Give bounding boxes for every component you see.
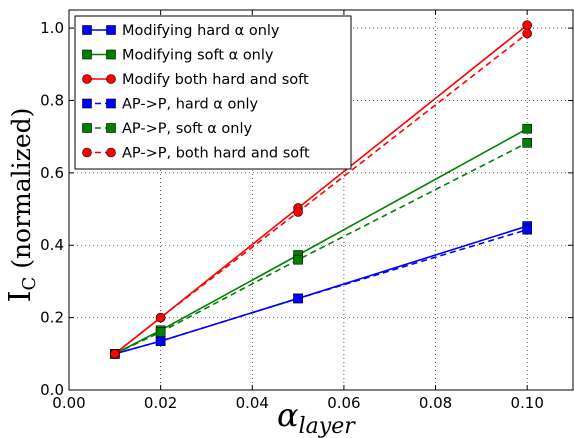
legend-label: Modify both hard and soft (122, 72, 309, 88)
legend-marker (82, 74, 92, 84)
x-axis-title-main: α (277, 396, 299, 434)
y-tick-label: 0.8 (40, 91, 64, 109)
legend-marker (82, 98, 92, 109)
series-5 (110, 28, 532, 359)
legend-entry: Modifying hard α only (82, 23, 280, 39)
data-point (155, 312, 166, 323)
legend-marker (106, 74, 116, 84)
axis-ticks: 0.00 0.02 0.04 0.06 0.08 0.10 0.0 0.2 0.4 0.6 0.8 1… (40, 10, 573, 412)
y-tick-label: 0.6 (40, 164, 64, 182)
series-line (114, 228, 528, 355)
legend-label: Modifying hard α only (122, 23, 280, 39)
legend-entry: Modify both hard and soft (82, 72, 309, 88)
legend-label: AP->P, hard α only (122, 97, 259, 113)
legend-marker (82, 147, 92, 158)
data-point (522, 20, 532, 31)
y-axis-title-suffix: (normalized) (7, 108, 36, 277)
legend-marker (106, 98, 116, 109)
legend-marker (82, 49, 92, 60)
data-point (522, 224, 532, 235)
x-axis-title-subscript: layer (299, 414, 357, 438)
series-layer (110, 20, 532, 359)
legend-marker (106, 25, 116, 35)
data-point (155, 327, 166, 337)
data-point (522, 138, 532, 148)
data-point (293, 254, 303, 265)
legend-label: AP->P, both hard and soft (122, 146, 310, 162)
series-line (114, 24, 528, 355)
legend-entry: AP->P, soft α only (82, 121, 253, 137)
series-line (114, 142, 528, 355)
y-axis-title-main: I (3, 291, 38, 303)
series-line (114, 32, 528, 355)
y-axis-title-subscript: C (19, 277, 40, 291)
legend-marker (106, 147, 116, 158)
x-axis-title: αlayer (277, 396, 356, 438)
data-point (293, 293, 303, 304)
data-point (110, 349, 120, 359)
series-4 (110, 138, 532, 359)
data-point (155, 336, 166, 346)
legend-marker (82, 25, 92, 35)
data-point (522, 123, 532, 134)
legend-label: AP->P, soft α only (122, 121, 253, 137)
legend-frame (74, 15, 352, 170)
data-point (293, 207, 303, 217)
plot-frame (68, 9, 574, 391)
y-tick-label: 0.2 (40, 309, 64, 327)
legend: Modifying hard α only Modifying soft α on… (74, 15, 352, 170)
legend-marker (106, 123, 116, 133)
x-tick-label: 0.10 (510, 394, 543, 412)
x-tick-label: 0.02 (144, 394, 177, 412)
x-tick-label: 0.06 (327, 394, 360, 412)
legend-label: Modifying soft α only (122, 48, 274, 64)
y-tick-label: 0.0 (40, 381, 64, 399)
x-tick-label: 0.00 (52, 394, 85, 412)
legend-entry: AP->P, hard α only (82, 97, 259, 113)
legend-entry: AP->P, both hard and soft (82, 146, 310, 162)
data-point (522, 28, 532, 39)
y-tick-label: 1.0 (40, 19, 64, 37)
y-tick-label: 0.4 (40, 236, 64, 254)
y-axis-title: IC (normalized) (3, 108, 40, 303)
x-tick-label: 0.04 (236, 394, 269, 412)
series-line (114, 128, 528, 355)
legend-marker (82, 123, 92, 133)
legend-entry: Modifying soft α only (82, 48, 274, 64)
legend-marker (106, 49, 116, 60)
x-tick-label: 0.08 (419, 394, 452, 412)
